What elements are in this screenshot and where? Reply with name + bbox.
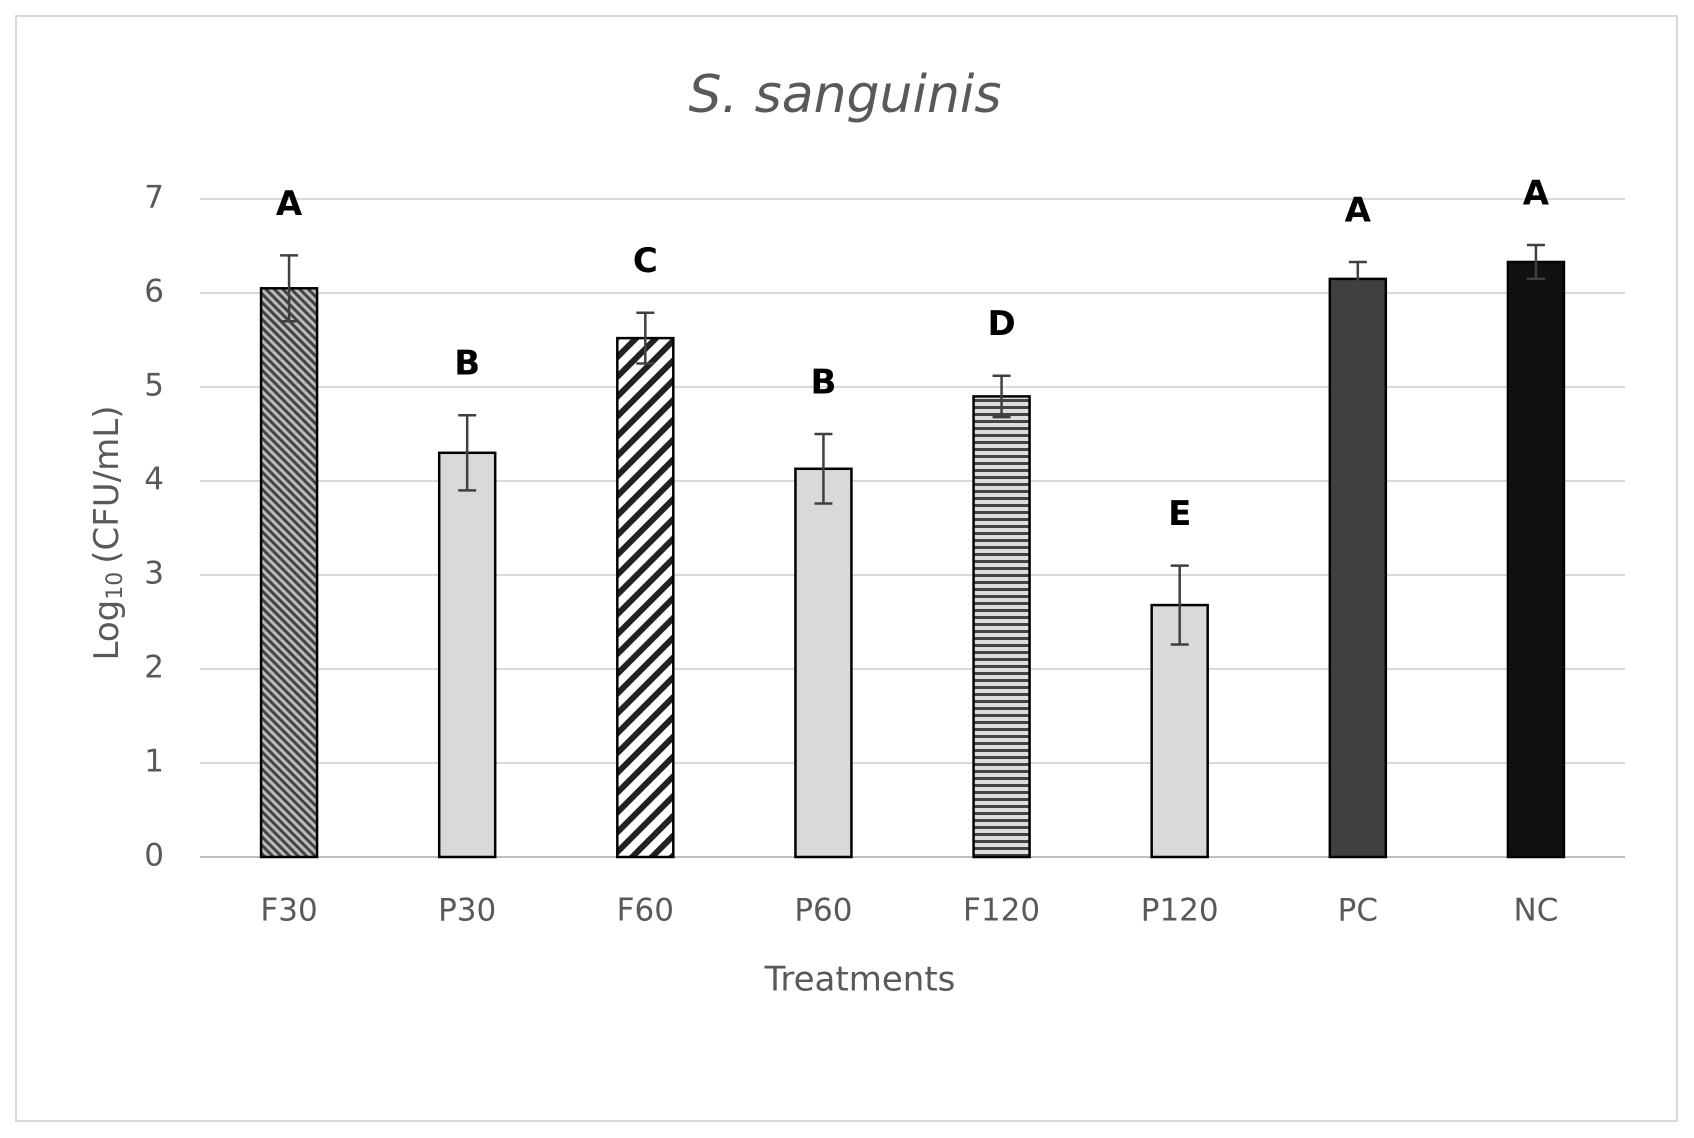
x-tick-label: P30 xyxy=(438,893,496,929)
x-tick-label: F60 xyxy=(617,893,674,929)
x-tick-label: PC xyxy=(1338,893,1378,929)
significance-letter: A xyxy=(1345,190,1372,230)
x-tick-label: P120 xyxy=(1141,893,1219,929)
x-tick-label: NC xyxy=(1514,893,1559,929)
x-tick-label: F120 xyxy=(963,893,1040,929)
chart-title: S. sanguinis xyxy=(689,65,1002,125)
y-tick-label: 7 xyxy=(144,180,164,216)
significance-letter: A xyxy=(276,184,303,224)
y-tick-label: 5 xyxy=(144,368,164,404)
x-axis-title: Treatments xyxy=(764,960,956,1000)
y-tick-label: 3 xyxy=(144,556,164,592)
bar xyxy=(437,451,497,859)
significance-letter: A xyxy=(1523,174,1550,214)
x-tick-label: P60 xyxy=(794,893,852,929)
significance-letter: B xyxy=(454,344,480,384)
x-tick-label: F30 xyxy=(260,893,317,929)
y-axis-title: Log10 (CFU/mL) xyxy=(87,406,129,661)
bar xyxy=(1150,603,1209,859)
y-tick-label: 6 xyxy=(144,274,164,310)
y-tick-label: 1 xyxy=(144,744,164,780)
bar xyxy=(1328,277,1388,859)
significance-letter: B xyxy=(810,363,836,403)
bar xyxy=(259,287,319,859)
bar xyxy=(1506,260,1566,859)
y-tick-label: 2 xyxy=(144,650,164,686)
significance-letter: E xyxy=(1168,494,1191,534)
y-axis-title-unit: (CFU/mL) xyxy=(87,406,127,564)
y-tick-label: 0 xyxy=(144,838,164,874)
significance-letter: D xyxy=(987,304,1015,344)
bar xyxy=(972,395,1031,859)
bar xyxy=(616,336,675,859)
bar xyxy=(794,467,853,859)
y-axis-title-base: Log xyxy=(87,600,127,661)
y-axis-title-subscript: 10 xyxy=(103,572,128,600)
significance-letter: C xyxy=(633,241,658,281)
y-tick-label: 4 xyxy=(144,462,164,498)
